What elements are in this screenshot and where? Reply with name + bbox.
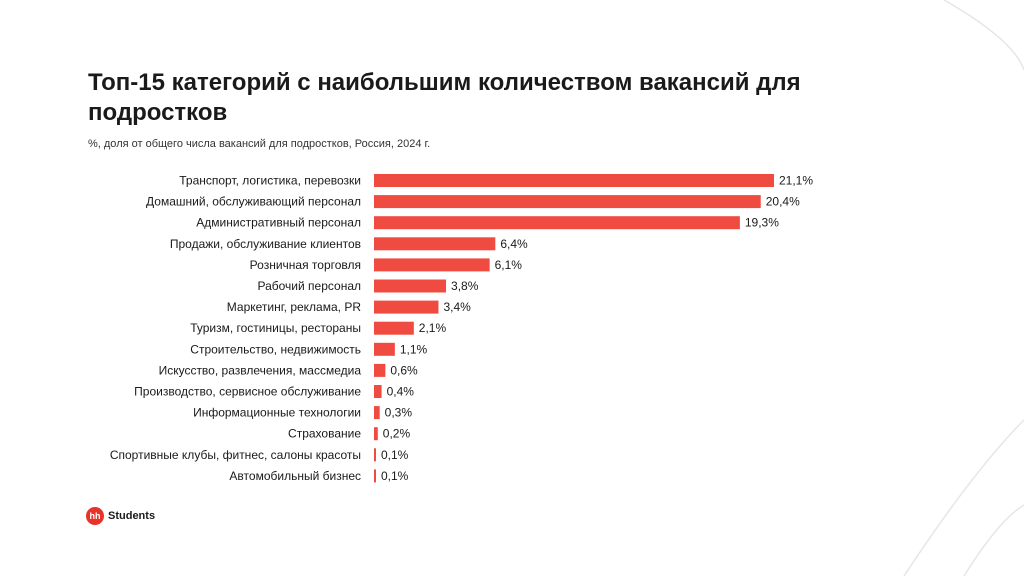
bar [374, 279, 447, 293]
category-label: Производство, сервисное обслуживание [134, 385, 361, 399]
decorative-arcs [903, 0, 1024, 576]
bar [374, 195, 761, 209]
category-label: Административный персонал [196, 216, 361, 230]
category-label: Искусство, развлечения, массмедиа [159, 363, 362, 377]
value-label: 0,1% [381, 469, 409, 483]
category-label: Маркетинг, реклама, PR [227, 300, 362, 314]
category-label: Строительство, недвижимость [190, 342, 361, 356]
category-label: Туризм, гостиницы, рестораны [190, 321, 361, 335]
value-label: 21,1% [779, 174, 813, 188]
value-label: 19,3% [745, 216, 779, 230]
category-label: Продажи, обслуживание клиентов [170, 237, 361, 251]
value-label: 0,3% [385, 406, 413, 420]
bar [374, 385, 382, 398]
hh-logo-badge: hh [86, 507, 104, 525]
bar [374, 216, 740, 230]
value-label: 0,2% [383, 427, 411, 441]
value-label: 0,6% [390, 363, 418, 377]
value-label: 20,4% [766, 195, 800, 209]
value-label: 1,1% [400, 342, 428, 356]
category-label: Рабочий персонал [257, 279, 361, 293]
chart-subtitle: %, доля от общего числа вакансий для под… [88, 138, 431, 150]
category-label: Информационные технологии [193, 406, 361, 420]
category-label: Спортивные клубы, фитнес, салоны красоты [110, 448, 361, 462]
category-label: Домашний, обслуживающий персонал [146, 195, 361, 209]
category-label: Страхование [288, 427, 361, 441]
bar [374, 321, 414, 335]
bar [374, 342, 395, 356]
bar [374, 448, 376, 462]
bar [374, 237, 496, 251]
category-label: Автомобильный бизнес [229, 469, 361, 483]
bar [374, 469, 376, 483]
category-label: Розничная торговля [250, 258, 361, 272]
value-label: 3,8% [451, 279, 479, 293]
bar [374, 300, 439, 314]
brand-name: Students [108, 510, 156, 522]
value-label: 0,1% [381, 448, 409, 462]
bar [374, 258, 490, 272]
value-label: 6,4% [500, 237, 528, 251]
chart-title: Топ-15 категорий с наибольшим количество… [88, 69, 801, 126]
value-label: 6,1% [495, 258, 523, 272]
bar [374, 174, 774, 187]
value-label: 3,4% [443, 300, 471, 314]
bar [374, 427, 378, 441]
brand-logo: hh Students [86, 507, 155, 525]
value-label: 0,4% [387, 385, 415, 399]
category-label: Транспорт, логистика, перевозки [179, 174, 361, 188]
value-label: 2,1% [419, 321, 447, 335]
bar [374, 363, 386, 377]
bar [374, 406, 380, 420]
